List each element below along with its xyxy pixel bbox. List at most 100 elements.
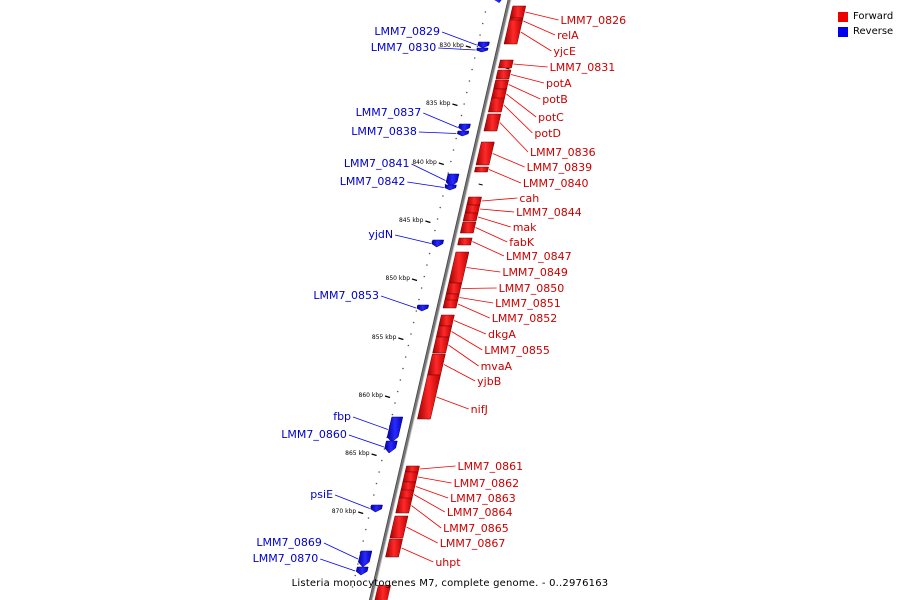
track-dot	[436, 218, 439, 220]
legend-label-forward: Forward	[853, 11, 894, 22]
track-dot	[367, 517, 370, 519]
gene-lmm7-0844[interactable]	[464, 204, 481, 214]
gene-potb[interactable]	[493, 79, 510, 90]
gene-labels: LMM7_0826 relA yjcE LMM7_0831 potA potB potC po…	[253, 14, 626, 569]
gene-uhpt[interactable]	[385, 538, 403, 558]
gene-label-lmm7-0831: LMM7_0831	[550, 61, 616, 74]
gene-label-lmm7-0838: LMM7_0838	[351, 125, 417, 138]
gene-lmm7-0836[interactable]	[483, 113, 502, 132]
scale-tick-label: 860 kbp	[359, 392, 384, 399]
gene-yjce[interactable]	[503, 19, 523, 45]
gene-label-psie: psiE	[310, 488, 333, 501]
gene-nifj[interactable]	[417, 374, 441, 420]
gene-lmm7-0826[interactable]	[509, 5, 527, 19]
scale-tick-label: 850 kbp	[386, 275, 411, 282]
track-dot	[415, 310, 418, 312]
gene-label-lmm7-0865: LMM7_0865	[443, 522, 509, 535]
gene-lmm7-0839[interactable]	[475, 141, 495, 166]
gene-lmm7-0830[interactable]	[476, 47, 489, 53]
gene-lmm7-0838[interactable]	[457, 130, 470, 137]
scale-tick	[411, 278, 418, 282]
leader-lmm7-0841	[411, 163, 446, 181]
gene-mak[interactable]	[462, 212, 479, 222]
gene-lmm7-0837[interactable]	[458, 123, 471, 132]
gene-label-lmm7-0839: LMM7_0839	[527, 161, 593, 174]
gene-lmm7-0850[interactable]	[445, 282, 463, 295]
gene-label-mak: mak	[513, 221, 537, 234]
gene-lmm7-0864[interactable]	[398, 489, 415, 500]
track-dot	[439, 206, 442, 209]
legend-item-forward: Forward	[838, 9, 893, 24]
track-dot	[479, 34, 481, 36]
gene-lmm7-0841[interactable]	[445, 173, 460, 188]
gene-lmm7-0869[interactable]	[358, 550, 373, 568]
gene-mvaa[interactable]	[432, 336, 450, 354]
gene-lmm7-0861[interactable]	[404, 465, 420, 473]
gene-label-lmm7-0842: LMM7_0842	[340, 175, 406, 188]
leader-psie	[334, 494, 370, 509]
track-dot	[354, 574, 357, 577]
leader-lmm7-0863	[415, 486, 449, 499]
track-dot	[484, 11, 487, 13]
gene-label-lmm7-0841: LMM7_0841	[344, 157, 410, 170]
leader-mak	[477, 216, 511, 228]
track-dot	[452, 149, 455, 151]
leader-lmm7-0847	[472, 241, 505, 257]
gene-yjbb[interactable]	[427, 353, 446, 376]
gene-fbp[interactable]	[386, 416, 404, 443]
legend: Forward Reverse	[838, 9, 893, 39]
label-leaders	[320, 11, 559, 572]
track-dot	[383, 448, 386, 450]
gene-fabk[interactable]	[459, 221, 477, 234]
leader-potc	[506, 93, 537, 118]
leader-fbp	[352, 416, 389, 430]
leader-lmm7-0844	[479, 208, 515, 213]
gene-yjdn[interactable]	[431, 239, 445, 248]
track-dot	[375, 482, 378, 485]
leader-cah	[481, 197, 518, 202]
gene-psie[interactable]	[370, 504, 383, 513]
gene-lmm7-0829[interactable]	[477, 41, 490, 49]
leader-lmm7-0831	[513, 63, 548, 68]
gene-label-cah: cah	[519, 192, 539, 205]
gene-label-lmm7-0852: LMM7_0852	[492, 312, 558, 325]
track-dot	[434, 229, 436, 232]
gene-lmm7-0852[interactable]	[442, 299, 459, 309]
track-dot	[476, 45, 479, 48]
gene-lmm7-0842[interactable]	[444, 184, 457, 191]
gene-label-mvaa: mvaA	[481, 360, 513, 373]
gene-lmm7-0860[interactable]	[384, 440, 398, 454]
scale-tick	[384, 395, 391, 399]
track-dot	[407, 344, 410, 347]
gene-label-potb: potB	[542, 93, 568, 106]
gene-lmm7-0870[interactable]	[355, 566, 369, 576]
track-dot	[428, 252, 431, 255]
track-dot	[463, 103, 465, 105]
gene-lmm7-0863[interactable]	[400, 481, 417, 492]
gene-lmm7-0840[interactable]	[474, 166, 489, 173]
gene-label-yjbb: yjbB	[477, 375, 501, 388]
gene-partial-top	[494, 0, 502, 3]
gene-lmm7-0867[interactable]	[389, 515, 409, 539]
gene-label-lmm7-0837: LMM7_0837	[356, 106, 422, 119]
gene-lmm7-0865[interactable]	[395, 497, 413, 514]
gene-lmm7-0831[interactable]	[498, 59, 514, 69]
track-dot	[460, 114, 463, 117]
track-dot	[426, 264, 428, 266]
gene-pota[interactable]	[495, 69, 512, 80]
leader-lmm7-0836	[499, 122, 529, 153]
gene-dkga[interactable]	[438, 314, 455, 327]
gene-label-pota: potA	[546, 77, 572, 90]
gene-lmm7-0853[interactable]	[416, 304, 430, 312]
leader-lmm7-0829	[441, 31, 477, 46]
leader-lmm7-0852	[457, 303, 490, 319]
track-dot	[420, 287, 423, 289]
gene-potd[interactable]	[487, 97, 505, 113]
gene-lmm7-0862[interactable]	[402, 471, 419, 483]
gene-potc[interactable]	[490, 88, 507, 100]
gene-cah[interactable]	[466, 196, 482, 206]
gene-lmm7-0855[interactable]	[435, 325, 453, 338]
gene-lmm7-0847[interactable]	[457, 237, 473, 246]
track-dot	[447, 172, 449, 174]
leader-lmm7-0867	[406, 526, 438, 544]
